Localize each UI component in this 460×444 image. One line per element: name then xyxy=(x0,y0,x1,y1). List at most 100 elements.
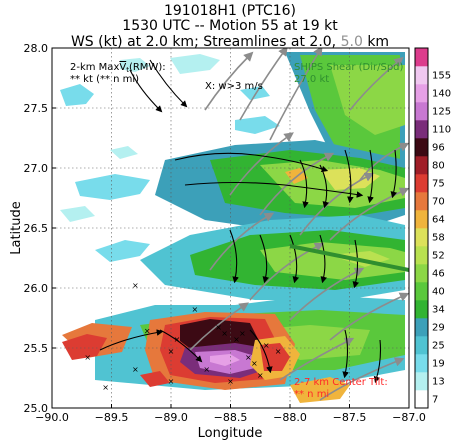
x-axis: −90.0 −89.5 −89.0 −88.5 −88.0 −87.5 −87.0 xyxy=(35,404,426,424)
x-tick-label: −88.0 xyxy=(273,411,307,424)
w-marker: × xyxy=(263,341,270,350)
grid-lines xyxy=(52,48,409,408)
w-marker: × xyxy=(174,335,181,344)
chart-title-line-3: WS (kt) at 2.0 km; Streamlines at 2.0, 5… xyxy=(71,34,389,50)
w-marker: × xyxy=(168,347,175,356)
w-marker: × xyxy=(251,359,258,368)
chart-title-line-1: 191018H1 (PTC16) xyxy=(164,3,296,19)
y-tick-label: 28.0 xyxy=(24,42,49,55)
colorbar-tick-label: 7 xyxy=(432,395,438,406)
colorbar-tick-label: 29 xyxy=(432,323,445,334)
colorbar-swatch xyxy=(415,246,428,265)
w-marker: × xyxy=(102,383,109,392)
w-marker: × xyxy=(239,329,246,338)
max-wind-label: 2-km MaxVt(RMW): xyxy=(70,62,166,74)
colorbar-swatch xyxy=(415,48,428,67)
y-axis-label: Latitude xyxy=(9,201,24,255)
colorbar-swatch xyxy=(415,156,428,175)
center-tilt-label: 2-7 km Center Tilt: xyxy=(294,377,388,388)
y-tick-label: 25.0 xyxy=(24,402,49,415)
colorbar-swatch xyxy=(415,174,428,193)
colorbar-tick-label: 58 xyxy=(432,233,445,244)
vertical-velocity-label: X: w>3 m/s xyxy=(205,81,263,92)
colorbar-swatch xyxy=(415,354,428,373)
x-tick-label: −89.0 xyxy=(154,411,188,424)
colorbar-tick-label: 25 xyxy=(432,341,445,352)
w-marker: × xyxy=(168,377,175,386)
colorbar-swatch xyxy=(415,264,428,283)
w-marker: × xyxy=(233,335,240,344)
w-marker: × xyxy=(191,305,198,314)
colorbar-tick-label: 140 xyxy=(432,89,451,100)
colorbar-swatch xyxy=(415,372,428,391)
w-marker: × xyxy=(227,377,234,386)
w-marker: × xyxy=(144,327,151,336)
colorbar-tick-label: 13 xyxy=(432,377,445,388)
x-tick-label: −87.0 xyxy=(392,411,426,424)
max-wind-value: ** kt (** n mi) xyxy=(70,74,139,85)
colorbar-swatch xyxy=(415,300,428,319)
colorbar-swatch xyxy=(415,390,428,409)
colorbar-frame xyxy=(414,47,429,409)
w-marker: × xyxy=(203,365,210,374)
max-wind-line1: 2-km Max xyxy=(70,62,119,73)
colorbar-tick-label: 75 xyxy=(432,179,445,190)
w-marker: × xyxy=(257,371,264,380)
colorbar-swatch xyxy=(415,66,428,85)
x-tick-label: −88.5 xyxy=(214,411,248,424)
colorbar-tick-label: 125 xyxy=(432,107,451,118)
max-wind-v: V xyxy=(119,62,126,73)
x-tick-label: −89.5 xyxy=(95,411,129,424)
w-marker: × xyxy=(245,353,252,362)
colorbar-tick-label: 34 xyxy=(432,305,445,316)
w-marker: × xyxy=(221,329,228,338)
vertical-velocity-markers: ×××××××××××××××××××× xyxy=(84,281,281,392)
w-marker: × xyxy=(132,365,139,374)
ships-shear-vector xyxy=(289,244,409,272)
y-tick-label: 25.5 xyxy=(24,342,49,355)
colorbar-swatch xyxy=(415,102,428,121)
colorbar-tick-label: 70 xyxy=(432,197,445,208)
streamlines-2km xyxy=(99,59,398,384)
colorbar-tick-label: 19 xyxy=(432,359,445,370)
w-marker: × xyxy=(215,323,222,332)
colorbar-swatch xyxy=(415,210,428,229)
colorbar-swatch xyxy=(415,282,428,301)
colorbar: 7 13 19 25 29 34 40 46 52 58 64 70 75 80 96 110 125 140 15… xyxy=(414,47,451,409)
w-marker: × xyxy=(132,281,139,290)
ships-shear-value: 27.0 kt xyxy=(294,74,329,85)
x-tick-label: −90.0 xyxy=(35,411,69,424)
colorbar-tick-label: 110 xyxy=(432,125,451,136)
y-tick-label: 26.5 xyxy=(24,222,49,235)
colorbar-tick-label: 52 xyxy=(432,251,445,262)
center-tilt-value: ** n mi xyxy=(294,389,329,400)
colorbar-tick-label: 64 xyxy=(432,215,445,226)
wind-speed-field xyxy=(60,52,405,403)
y-tick-label: 27.5 xyxy=(24,102,49,115)
colorbar-tick-label: 80 xyxy=(432,161,445,172)
w-marker: × xyxy=(275,347,282,356)
colorbar-swatch xyxy=(415,84,428,103)
title-unit: km xyxy=(367,34,389,50)
colorbar-swatch xyxy=(415,138,428,157)
annotations: 2-km MaxVt(RMW): ** kt (** n mi) X: w>3 … xyxy=(70,62,404,400)
colorbar-tick-label: 46 xyxy=(432,269,445,280)
colorbar-swatch xyxy=(415,192,428,211)
y-axis: 25.0 25.5 26.0 26.5 27.0 27.5 28.0 xyxy=(24,42,56,415)
colorbar-swatch xyxy=(415,336,428,355)
title-main: WS (kt) at 2.0 km; Streamlines at 2.0, xyxy=(71,34,336,50)
colorbar-tick-label: 96 xyxy=(432,143,445,154)
title-alt-level: 5.0 xyxy=(341,34,363,50)
chart-title-line-2: 1530 UTC -- Motion 55 at 19 kt xyxy=(122,18,338,34)
x-axis-label: Longitude xyxy=(198,426,263,441)
ships-shear-label: SHIPS Shear (Dir/Spd) xyxy=(294,62,404,73)
colorbar-swatch xyxy=(415,120,428,139)
colorbar-swatch xyxy=(415,318,428,337)
y-tick-label: 26.0 xyxy=(24,282,49,295)
x-tick-label: −87.5 xyxy=(333,411,367,424)
colorbar-swatch xyxy=(415,228,428,247)
w-marker: × xyxy=(84,353,91,362)
colorbar-tick-label: 155 xyxy=(432,71,451,82)
colorbar-tick-label: 40 xyxy=(432,287,445,298)
